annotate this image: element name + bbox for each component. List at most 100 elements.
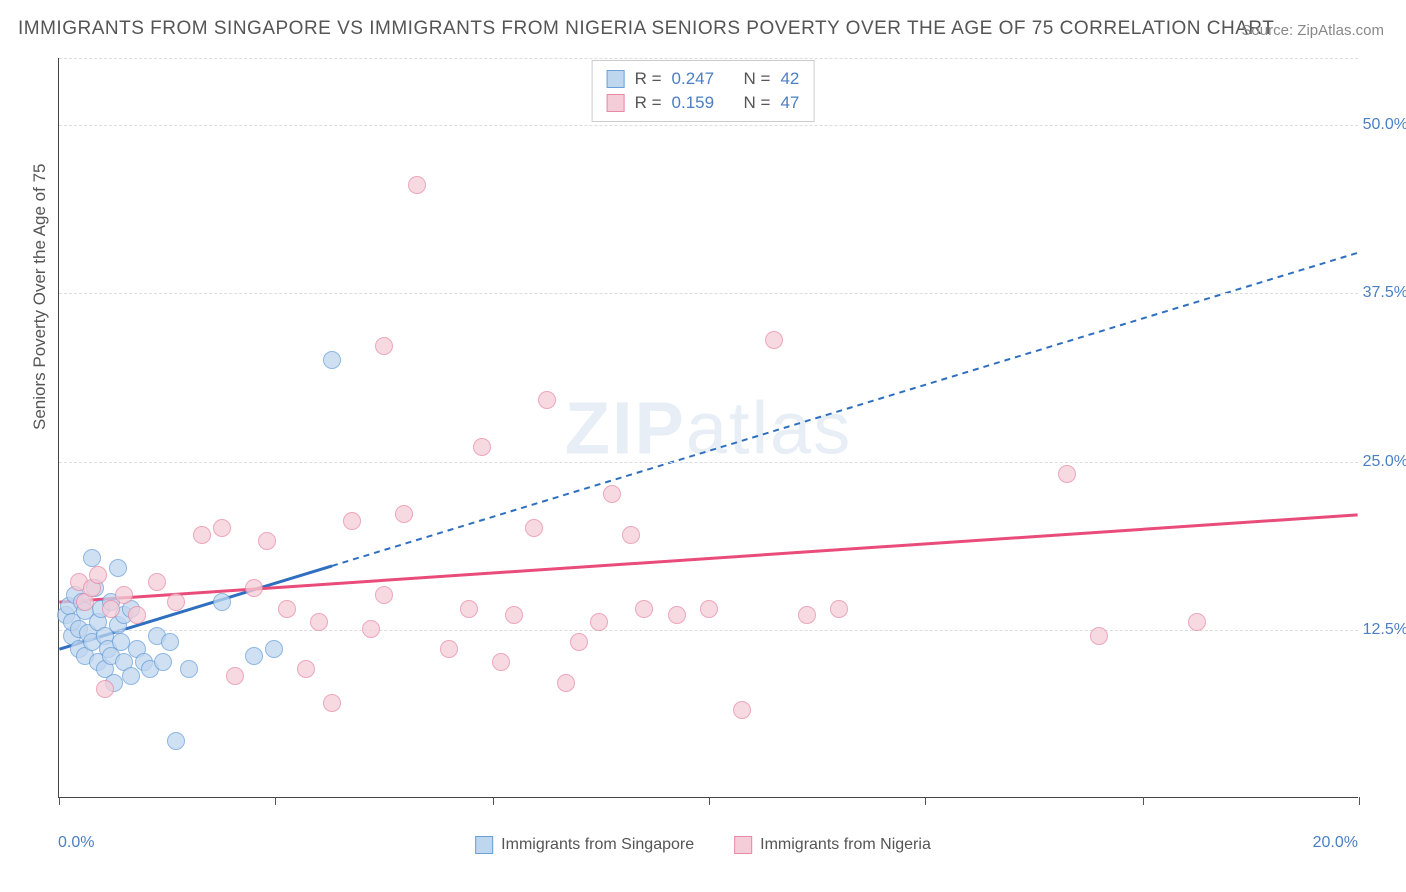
data-point-nigeria: [440, 640, 458, 658]
data-point-nigeria: [460, 600, 478, 618]
data-point-nigeria: [525, 519, 543, 537]
data-point-nigeria: [362, 620, 380, 638]
gridline: [59, 462, 1358, 463]
data-point-nigeria: [557, 674, 575, 692]
data-point-nigeria: [375, 337, 393, 355]
data-point-nigeria: [603, 485, 621, 503]
data-point-nigeria: [765, 331, 783, 349]
x-tick: [1143, 797, 1144, 805]
data-point-nigeria: [128, 606, 146, 624]
gridline: [59, 293, 1358, 294]
n-value-nigeria: 47: [780, 93, 799, 113]
legend-label-nigeria: Immigrants from Nigeria: [760, 836, 931, 854]
data-point-nigeria: [278, 600, 296, 618]
gridline: [59, 630, 1358, 631]
data-point-singapore: [265, 640, 283, 658]
n-label: N =: [744, 69, 771, 89]
gridline: [59, 125, 1358, 126]
legend-label-singapore: Immigrants from Singapore: [501, 836, 694, 854]
data-point-singapore: [122, 667, 140, 685]
n-value-singapore: 42: [780, 69, 799, 89]
data-point-nigeria: [505, 606, 523, 624]
data-point-singapore: [154, 653, 172, 671]
data-point-nigeria: [830, 600, 848, 618]
data-point-nigeria: [193, 526, 211, 544]
chart-container: IMMIGRANTS FROM SINGAPORE VS IMMIGRANTS …: [0, 0, 1406, 892]
r-value-singapore: 0.247: [672, 69, 715, 89]
n-label: N =: [744, 93, 771, 113]
swatch-singapore-icon: [607, 70, 625, 88]
gridline: [59, 58, 1358, 59]
data-point-nigeria: [473, 438, 491, 456]
swatch-nigeria-icon: [607, 94, 625, 112]
x-tick: [1359, 797, 1360, 805]
y-tick-label: 37.5%: [1363, 284, 1406, 302]
data-point-nigeria: [733, 701, 751, 719]
data-point-nigeria: [115, 586, 133, 604]
source-credit: Source: ZipAtlas.com: [1241, 22, 1384, 39]
watermark: ZIPatlas: [565, 385, 852, 470]
x-axis-max-label: 20.0%: [1313, 834, 1358, 852]
data-point-nigeria: [245, 579, 263, 597]
data-point-nigeria: [258, 532, 276, 550]
plot-area: ZIPatlas 12.5%25.0%37.5%50.0%: [58, 58, 1358, 798]
x-axis-min-label: 0.0%: [58, 834, 94, 852]
data-point-singapore: [109, 559, 127, 577]
data-point-nigeria: [226, 667, 244, 685]
legend-stats-row-singapore: R = 0.247 N = 42: [607, 67, 800, 91]
data-point-nigeria: [668, 606, 686, 624]
data-point-nigeria: [798, 606, 816, 624]
data-point-singapore: [161, 633, 179, 651]
data-point-nigeria: [89, 566, 107, 584]
data-point-singapore: [180, 660, 198, 678]
legend-item-singapore: Immigrants from Singapore: [475, 836, 694, 854]
source-label: Source:: [1241, 22, 1293, 39]
data-point-nigeria: [1090, 627, 1108, 645]
watermark-zip: ZIP: [565, 386, 686, 469]
watermark-atlas: atlas: [686, 386, 852, 469]
data-point-nigeria: [213, 519, 231, 537]
data-point-nigeria: [375, 586, 393, 604]
trend-lines-layer: [59, 58, 1358, 797]
data-point-nigeria: [395, 505, 413, 523]
data-point-nigeria: [1188, 613, 1206, 631]
trendline-extension-singapore: [332, 253, 1358, 566]
r-label: R =: [635, 69, 662, 89]
data-point-singapore: [245, 647, 263, 665]
data-point-singapore: [323, 351, 341, 369]
data-point-nigeria: [590, 613, 608, 631]
y-tick-label: 12.5%: [1363, 621, 1406, 639]
data-point-nigeria: [148, 573, 166, 591]
legend-series: Immigrants from Singapore Immigrants fro…: [475, 836, 931, 854]
data-point-nigeria: [635, 600, 653, 618]
y-tick-label: 50.0%: [1363, 116, 1406, 134]
data-point-nigeria: [167, 593, 185, 611]
data-point-nigeria: [492, 653, 510, 671]
data-point-nigeria: [343, 512, 361, 530]
y-tick-label: 25.0%: [1363, 453, 1406, 471]
data-point-nigeria: [538, 391, 556, 409]
legend-stats: R = 0.247 N = 42 R = 0.159 N = 47: [592, 60, 815, 122]
data-point-singapore: [167, 732, 185, 750]
data-point-singapore: [83, 549, 101, 567]
data-point-nigeria: [297, 660, 315, 678]
x-tick: [59, 797, 60, 805]
x-tick: [493, 797, 494, 805]
swatch-singapore-icon: [475, 836, 493, 854]
r-label: R =: [635, 93, 662, 113]
data-point-nigeria: [408, 176, 426, 194]
x-tick: [275, 797, 276, 805]
x-tick: [925, 797, 926, 805]
data-point-nigeria: [570, 633, 588, 651]
data-point-nigeria: [1058, 465, 1076, 483]
legend-stats-row-nigeria: R = 0.159 N = 47: [607, 91, 800, 115]
legend-item-nigeria: Immigrants from Nigeria: [734, 836, 931, 854]
swatch-nigeria-icon: [734, 836, 752, 854]
data-point-nigeria: [700, 600, 718, 618]
data-point-nigeria: [622, 526, 640, 544]
data-point-nigeria: [323, 694, 341, 712]
data-point-singapore: [213, 593, 231, 611]
y-axis-title: Seniors Poverty Over the Age of 75: [30, 164, 50, 430]
data-point-nigeria: [96, 680, 114, 698]
source-value: ZipAtlas.com: [1297, 22, 1384, 39]
